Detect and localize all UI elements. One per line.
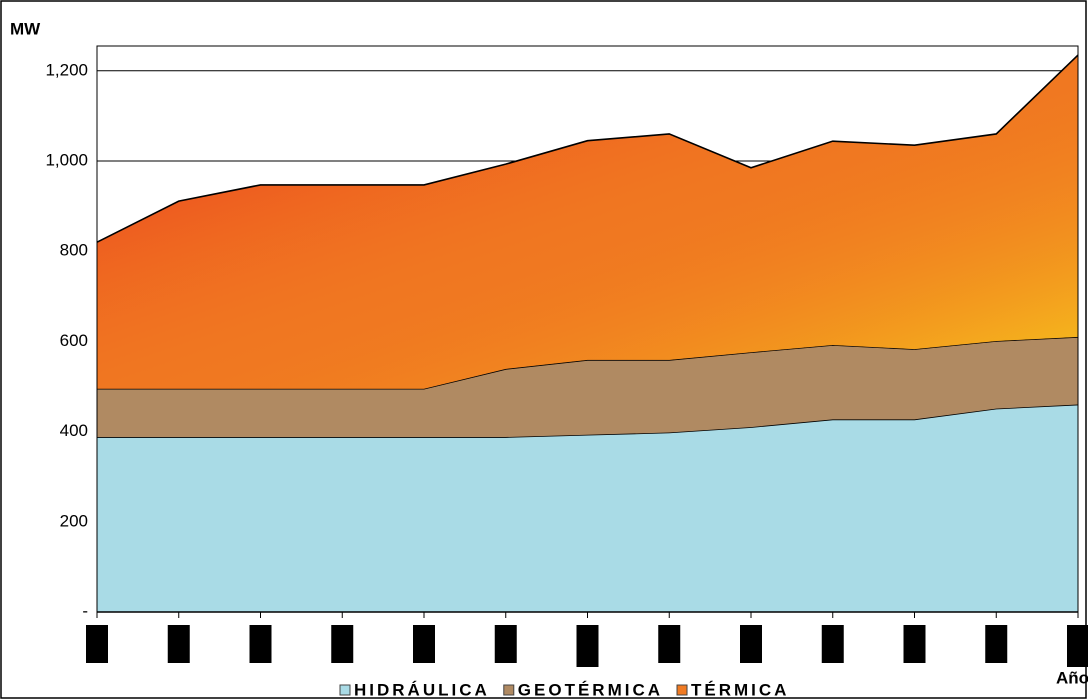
- y-tick-label: 400: [60, 421, 88, 440]
- x-label-redacted: [495, 625, 517, 663]
- x-label-redacted: [904, 625, 926, 663]
- y-tick-label: 1,000: [45, 150, 88, 169]
- y-tick-label: -: [82, 601, 88, 620]
- legend-label: HIDRÁULICA: [354, 680, 490, 699]
- x-label-redacted: [250, 625, 272, 663]
- legend-swatch: [340, 685, 350, 695]
- y-tick-label: 200: [60, 511, 88, 530]
- y-axis-title: MW: [10, 19, 41, 38]
- x-label-redacted: [413, 625, 435, 663]
- x-label-redacted: [740, 625, 762, 663]
- legend-swatch: [504, 685, 514, 695]
- x-label-redacted: [1067, 625, 1088, 667]
- legend-label: GEOTÉRMICA: [518, 680, 663, 699]
- x-label-redacted: [985, 625, 1007, 663]
- x-axis-title: Año: [1056, 668, 1088, 687]
- x-label-redacted: [86, 625, 108, 663]
- legend-label: TÉRMICA: [691, 680, 789, 699]
- y-tick-label: 1,200: [45, 60, 88, 79]
- x-label-redacted: [168, 625, 190, 663]
- x-label-redacted: [822, 625, 844, 663]
- y-tick-label: 800: [60, 241, 88, 260]
- x-label-redacted: [658, 625, 680, 663]
- chart: MW Año - 200 400 600 800 1,000 1,200 HIDRÁULICA…: [0, 0, 1088, 700]
- x-label-redacted: [577, 625, 599, 667]
- legend-swatch: [677, 685, 687, 695]
- x-label-redacted: [331, 625, 353, 663]
- area-shading: [97, 55, 1078, 389]
- y-tick-label: 600: [60, 331, 88, 350]
